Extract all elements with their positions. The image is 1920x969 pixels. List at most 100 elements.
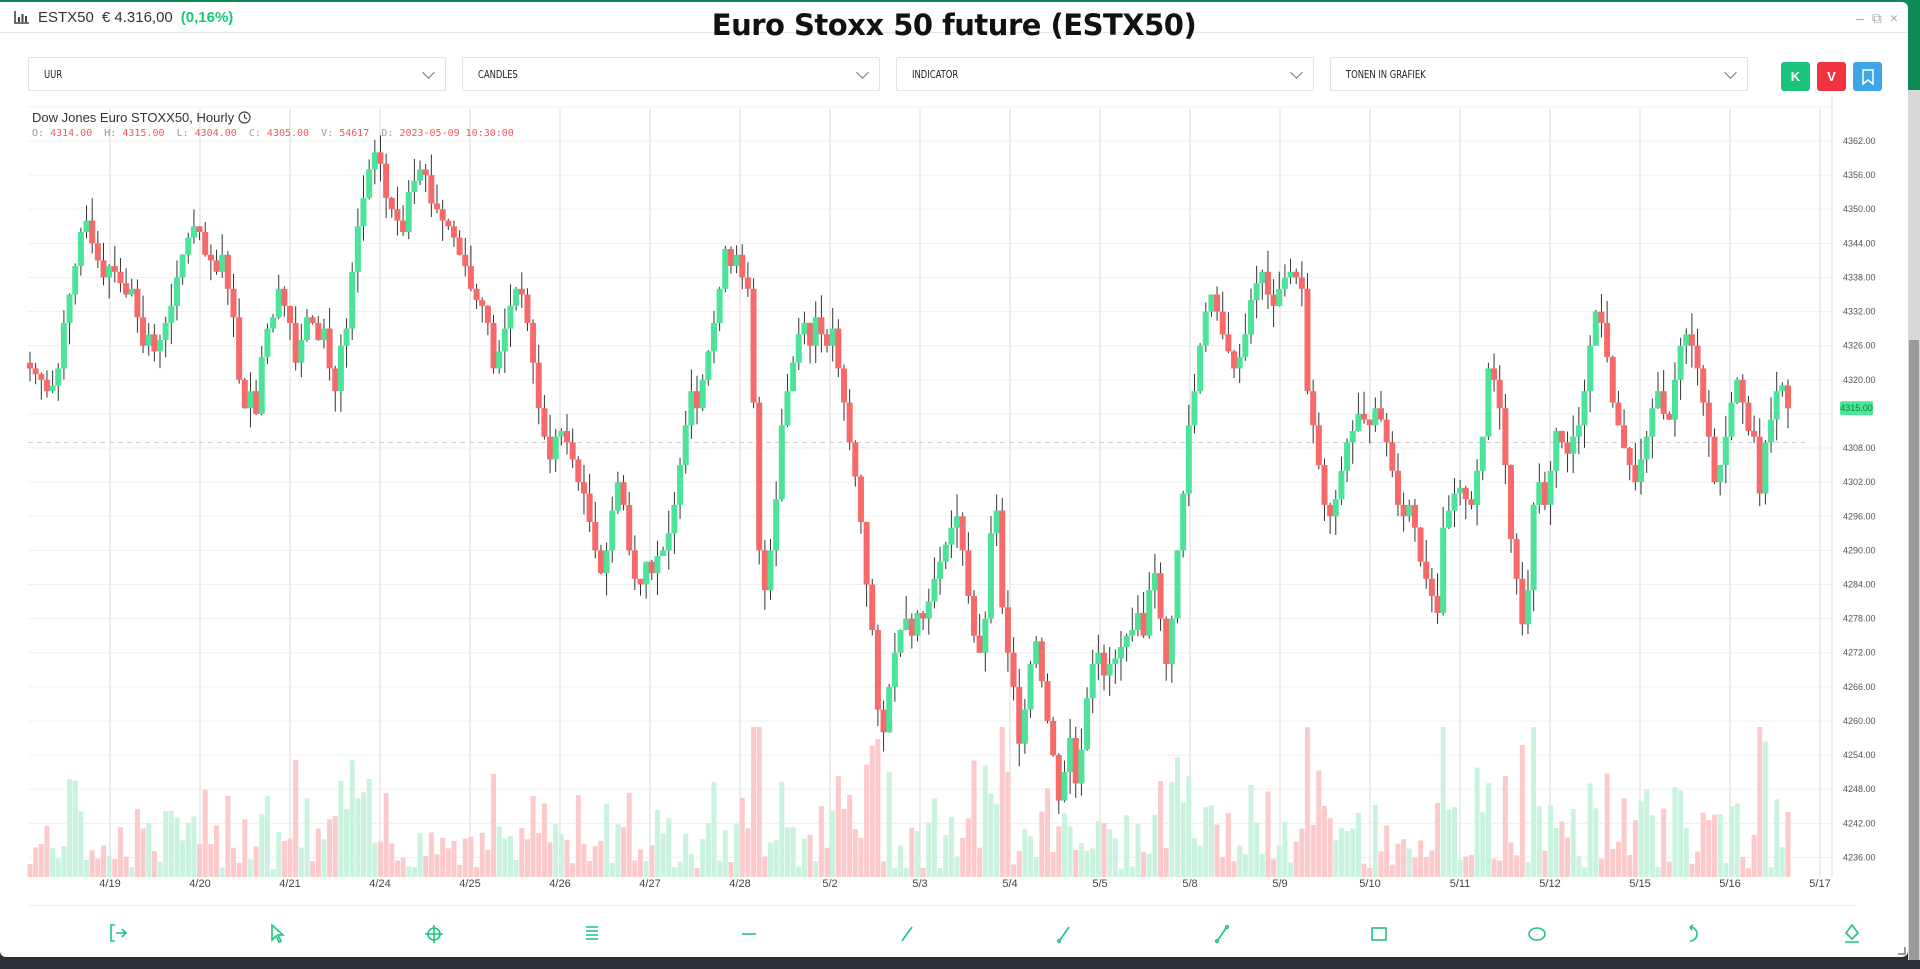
volume-value: 54617 (339, 128, 370, 139)
ticker-summary: ESTX50 € 4.316,00 (0,16%) (14, 9, 233, 26)
x-axis-tick: 5/5 (1092, 878, 1107, 890)
minimize-button[interactable]: – (1856, 10, 1864, 26)
y-axis-tick: 4356.00 (1843, 170, 1876, 180)
bar-chart-icon (14, 11, 30, 24)
y-axis-tick: 4290.00 (1843, 545, 1876, 555)
ticker-symbol: ESTX50 (38, 9, 94, 26)
undo-tool-button[interactable] (1682, 922, 1706, 946)
sell-button-label: V (1827, 69, 1836, 84)
ohlc-readout: O: 4314.00 H: 4315.00 L: 4304.00 C: 4305… (32, 128, 514, 139)
pointer-icon (270, 923, 285, 944)
y-axis-tick: 4326.00 (1843, 341, 1876, 351)
chevron-down-icon (1290, 66, 1303, 79)
x-axis-tick: 4/21 (279, 878, 300, 890)
open-value: 4314.00 (50, 128, 93, 139)
x-axis-tick: 4/25 (459, 878, 480, 890)
low-value: 4304.00 (194, 128, 237, 139)
y-axis-tick: 4248.00 (1843, 784, 1876, 794)
close-label: C: (248, 128, 261, 139)
high-value: 4315.00 (122, 128, 165, 139)
interval-dropdown-value: UUR (44, 67, 63, 81)
exit-icon (110, 924, 128, 942)
restore-button[interactable]: ⧉ (1871, 10, 1882, 26)
trend-line-tool-button[interactable] (895, 922, 919, 946)
rectangle-tool-button[interactable] (1367, 922, 1391, 946)
last-price-label: 4315.00 (1840, 403, 1873, 413)
x-axis-tick: 5/10 (1359, 878, 1380, 890)
close-button[interactable]: × (1889, 10, 1898, 26)
candlestick-chart[interactable]: 4362.00 4356.00 4350.00 4344.00 4338.00 4332.… (0, 97, 1908, 897)
date-value: 2023-05-09 10:30:00 (399, 128, 514, 139)
eraser-tool-button[interactable] (1840, 922, 1864, 946)
low-label: L: (176, 128, 189, 139)
x-axis-tick: 5/9 (1272, 878, 1287, 890)
crosshair-tool-button[interactable] (422, 922, 446, 946)
buy-button[interactable]: K (1781, 62, 1810, 91)
drawing-toolbar (28, 905, 1859, 957)
sell-button[interactable]: V (1817, 62, 1846, 91)
fibonacci-tool-button[interactable] (580, 922, 604, 946)
indicator-dropdown[interactable]: INDICATOR (896, 57, 1314, 91)
volume-label: V: (321, 128, 334, 139)
x-axis-tick: 4/19 (99, 878, 120, 890)
series-name-text: Dow Jones Euro STOXX50, Hourly (32, 110, 235, 125)
last-price-badge (1840, 401, 1873, 416)
x-axis-tick: 5/2 (822, 878, 837, 890)
resize-handle[interactable] (1898, 947, 1906, 955)
y-axis-tick: 4302.00 (1843, 477, 1876, 487)
undo-icon (1689, 924, 1698, 942)
x-axis-tick: 5/16 (1719, 878, 1740, 890)
y-axis-tick: 4338.00 (1843, 272, 1876, 282)
segment-tool-button[interactable] (1210, 922, 1234, 946)
horizontal-line-icon (742, 933, 756, 935)
y-axis-tick: 4272.00 (1843, 648, 1876, 658)
pointer-tool-button[interactable] (265, 922, 289, 946)
x-axis-tick: 4/26 (549, 878, 570, 890)
scrollbar-thumb[interactable] (1909, 340, 1919, 960)
y-axis-tick: 4296.00 (1843, 511, 1876, 521)
rectangle-icon (1371, 927, 1387, 941)
x-axis-tick: 5/12 (1539, 878, 1560, 890)
buy-button-label: K (1790, 69, 1801, 84)
x-axis-tick: 5/8 (1182, 878, 1197, 890)
open-label: O: (32, 128, 45, 139)
trend-line-icon (900, 926, 913, 942)
close-value: 4305.00 (266, 128, 310, 139)
segment-icon (1214, 924, 1229, 944)
watchlist-bookmark-button[interactable] (1853, 62, 1882, 91)
page-scrollbar[interactable] (1908, 90, 1920, 960)
x-axis-tick: 4/24 (369, 878, 390, 890)
y-axis-tick: 4266.00 (1843, 682, 1876, 692)
x-axis-tick: 5/3 (912, 878, 927, 890)
chevron-down-icon (1724, 66, 1737, 79)
ticker-price: € 4.316,00 (101, 9, 173, 26)
x-axis-tick: 4/27 (639, 878, 660, 890)
x-axis-tick: 5/15 (1629, 878, 1650, 890)
chevron-down-icon (856, 66, 869, 79)
indicator-dropdown-value: INDICATOR (912, 67, 959, 81)
ticker-change: (0,16%) (180, 9, 234, 26)
show-in-chart-dropdown[interactable]: TONEN IN GRAFIEK (1330, 57, 1748, 91)
chart-type-dropdown[interactable]: CANDLES (462, 57, 880, 91)
x-axis-tick: 5/11 (1450, 878, 1471, 890)
date-label: D: (381, 128, 394, 139)
exit-tool-button[interactable] (107, 922, 131, 946)
x-axis-tick: 4/28 (729, 878, 750, 890)
chart-type-dropdown-value: CANDLES (478, 67, 518, 81)
y-axis-tick: 4362.00 (1843, 136, 1876, 146)
ellipse-tool-button[interactable] (1525, 922, 1549, 946)
y-axis-tick: 4332.00 (1843, 307, 1876, 317)
y-axis-tick: 4254.00 (1843, 750, 1876, 760)
chart-window: ESTX50 € 4.316,00 (0,16%) Euro Stoxx 50 … (0, 2, 1908, 957)
y-axis-tick: 4350.00 (1843, 204, 1876, 214)
y-axis-tick: 4260.00 (1843, 716, 1876, 726)
x-axis-tick: 5/4 (1002, 878, 1017, 890)
interval-dropdown[interactable]: UUR (28, 57, 446, 91)
page-title: Euro Stoxx 50 future (ESTX50) (711, 8, 1197, 42)
bookmark-icon (1861, 68, 1874, 85)
y-axis-tick: 4278.00 (1843, 614, 1876, 624)
y-axis-tick: 4284.00 (1843, 580, 1876, 590)
horizontal-line-tool-button[interactable] (737, 922, 761, 946)
ray-tool-button[interactable] (1052, 922, 1076, 946)
y-axis-tick: 4308.00 (1843, 443, 1876, 453)
